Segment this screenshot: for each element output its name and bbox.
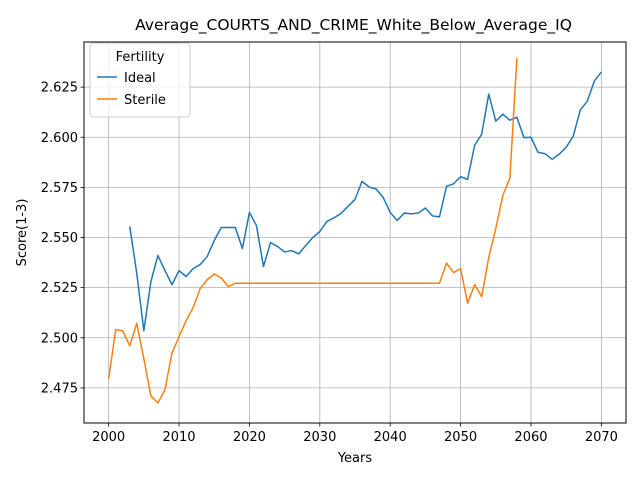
x-tick-label: 2040 [374, 430, 407, 445]
legend: Fertility Ideal Sterile [89, 42, 191, 118]
y-axis-label: Score(1-3) [15, 199, 30, 267]
x-tick-label: 2010 [162, 430, 195, 445]
y-tick-label: 2.475 [41, 381, 78, 396]
x-tick-label: 2060 [514, 430, 547, 445]
y-tick-label: 2.575 [41, 181, 78, 196]
x-axis: 2000 2010 2020 2030 2040 2050 2060 2070 [92, 423, 618, 445]
y-tick-label: 2.525 [41, 281, 78, 296]
x-tick-label: 2020 [233, 430, 266, 445]
x-axis-label: Years [337, 451, 373, 466]
x-tick-label: 2050 [444, 430, 477, 445]
legend-label-ideal: Ideal [124, 71, 156, 86]
grid-lines [84, 42, 626, 423]
y-tick-label: 2.600 [41, 131, 78, 146]
x-tick-label: 2030 [303, 430, 336, 445]
x-tick-label: 2000 [92, 430, 125, 445]
legend-label-sterile: Sterile [124, 93, 166, 108]
plot-frame [83, 41, 627, 424]
series-layer [107, 57, 602, 404]
y-axis: 2.475 2.500 2.525 2.550 2.575 2.600 2.625 [41, 81, 84, 396]
legend-title: Fertility [116, 50, 165, 65]
x-tick-label: 2070 [585, 430, 618, 445]
chart-title: Average_COURTS_AND_CRIME_White_Below_Ave… [135, 16, 572, 35]
series-line-sterile [107, 57, 518, 404]
y-tick-label: 2.625 [41, 81, 78, 96]
y-tick-label: 2.500 [41, 331, 78, 346]
y-tick-label: 2.550 [41, 231, 78, 246]
series-line-ideal [129, 71, 602, 332]
